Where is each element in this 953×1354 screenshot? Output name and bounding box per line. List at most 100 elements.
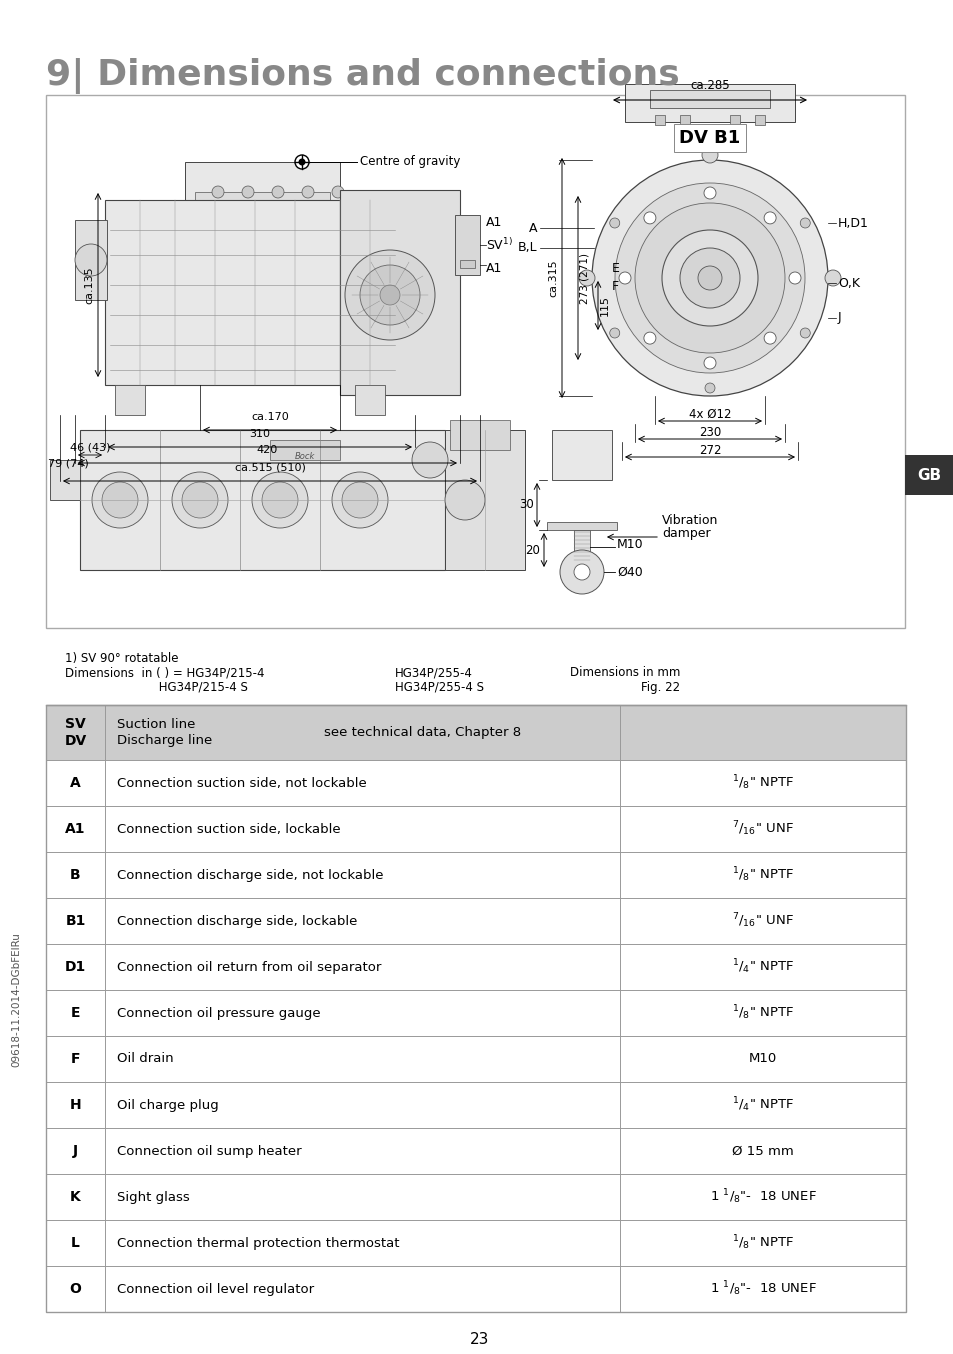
Text: F: F (71, 1052, 80, 1066)
Circle shape (102, 482, 138, 519)
Text: 1) SV 90° rotatable: 1) SV 90° rotatable (65, 653, 178, 665)
Bar (754, 115, 764, 125)
Text: DV B1: DV B1 (679, 129, 740, 148)
Circle shape (618, 272, 630, 284)
Text: HG34P/255-4: HG34P/255-4 (395, 666, 473, 678)
Text: damper: damper (661, 528, 710, 540)
Bar (46, 1220, 905, 1266)
Circle shape (91, 473, 148, 528)
Bar (649, 89, 769, 108)
Text: 30: 30 (518, 498, 534, 512)
Circle shape (298, 158, 305, 165)
Circle shape (559, 550, 603, 594)
Bar (194, 192, 330, 213)
Circle shape (592, 160, 827, 395)
Text: O: O (70, 1282, 81, 1296)
Bar (552, 431, 612, 481)
Text: Connection thermal protection thermostat: Connection thermal protection thermostat (117, 1236, 399, 1250)
Text: 09618-11.2014-DGbFEIRu: 09618-11.2014-DGbFEIRu (11, 933, 21, 1067)
Bar (46, 806, 905, 852)
Circle shape (800, 328, 809, 338)
Text: Centre of gravity: Centre of gravity (359, 156, 460, 168)
Text: Bock: Bock (294, 452, 314, 460)
Circle shape (75, 244, 107, 276)
Text: Connection oil sump heater: Connection oil sump heater (117, 1144, 301, 1158)
Text: B: B (71, 868, 81, 881)
Bar (679, 115, 689, 125)
Circle shape (379, 284, 399, 305)
Bar (46, 944, 905, 990)
Text: Ø40: Ø40 (617, 566, 642, 578)
Circle shape (302, 185, 314, 198)
Text: 9| Dimensions and connections: 9| Dimensions and connections (46, 58, 679, 93)
Text: 4x Ø12: 4x Ø12 (688, 408, 731, 421)
Bar (339, 190, 459, 395)
Text: $^7/_{16}$" UNF: $^7/_{16}$" UNF (731, 911, 793, 930)
Circle shape (242, 185, 253, 198)
Text: $^1/_4$" NPTF: $^1/_4$" NPTF (731, 1095, 793, 1114)
Circle shape (763, 211, 776, 223)
Bar (729, 115, 740, 125)
Bar (46, 1128, 905, 1174)
Text: D1: D1 (65, 960, 86, 974)
Text: 230: 230 (699, 427, 720, 439)
Text: K: K (71, 1190, 81, 1204)
Circle shape (698, 265, 721, 290)
Circle shape (701, 148, 718, 162)
Text: Connection suction side, not lockable: Connection suction side, not lockable (117, 776, 366, 789)
Bar (46, 898, 905, 944)
Bar (574, 529, 589, 561)
Bar (46, 852, 905, 898)
Text: 79 (74): 79 (74) (48, 458, 89, 468)
Circle shape (444, 481, 484, 520)
Text: Vibration: Vibration (661, 513, 718, 527)
Circle shape (703, 357, 716, 370)
Text: Discharge line: Discharge line (117, 734, 212, 747)
Bar (46, 95, 904, 628)
Bar (450, 420, 510, 450)
Bar (105, 200, 399, 385)
Circle shape (679, 248, 740, 307)
Text: M10: M10 (617, 539, 643, 551)
Text: E: E (71, 1006, 80, 1020)
Bar (115, 385, 145, 414)
Circle shape (182, 482, 218, 519)
Circle shape (172, 473, 228, 528)
Circle shape (800, 218, 809, 227)
Text: 420: 420 (256, 445, 277, 455)
Circle shape (252, 473, 308, 528)
Bar (46, 705, 905, 760)
Text: Dimensions  in ( ) = HG34P/215-4: Dimensions in ( ) = HG34P/215-4 (65, 666, 264, 678)
Text: 273 (271): 273 (271) (579, 252, 589, 303)
Text: $^1/_8$" NPTF: $^1/_8$" NPTF (731, 865, 793, 884)
Text: Connection suction side, lockable: Connection suction side, lockable (117, 822, 340, 835)
Text: 20: 20 (524, 543, 539, 556)
Circle shape (332, 473, 388, 528)
Text: $^1/_4$" NPTF: $^1/_4$" NPTF (731, 957, 793, 976)
Circle shape (643, 211, 656, 223)
Circle shape (609, 218, 619, 227)
Text: 1 $^1/_8$"-  18 UNEF: 1 $^1/_8$"- 18 UNEF (709, 1187, 816, 1206)
Text: A: A (528, 222, 537, 234)
Text: 46 (43): 46 (43) (70, 441, 111, 452)
Circle shape (824, 269, 841, 286)
Circle shape (345, 250, 435, 340)
Bar (444, 431, 524, 570)
Text: J: J (72, 1144, 78, 1158)
Text: E: E (612, 261, 619, 275)
Text: F: F (612, 279, 618, 292)
Text: B1: B1 (65, 914, 86, 927)
Circle shape (341, 482, 377, 519)
Bar (46, 1082, 905, 1128)
Text: A1: A1 (485, 215, 502, 229)
Bar (270, 440, 339, 460)
Text: H,D1: H,D1 (837, 217, 868, 229)
Text: $^7/_{16}$" UNF: $^7/_{16}$" UNF (731, 819, 793, 838)
Text: 310: 310 (250, 429, 271, 439)
Text: 115: 115 (599, 295, 609, 317)
Text: GB: GB (916, 467, 940, 482)
Circle shape (609, 328, 619, 338)
Text: Ø 15 mm: Ø 15 mm (731, 1144, 793, 1158)
Text: A1: A1 (485, 261, 502, 275)
Bar (46, 1266, 905, 1312)
